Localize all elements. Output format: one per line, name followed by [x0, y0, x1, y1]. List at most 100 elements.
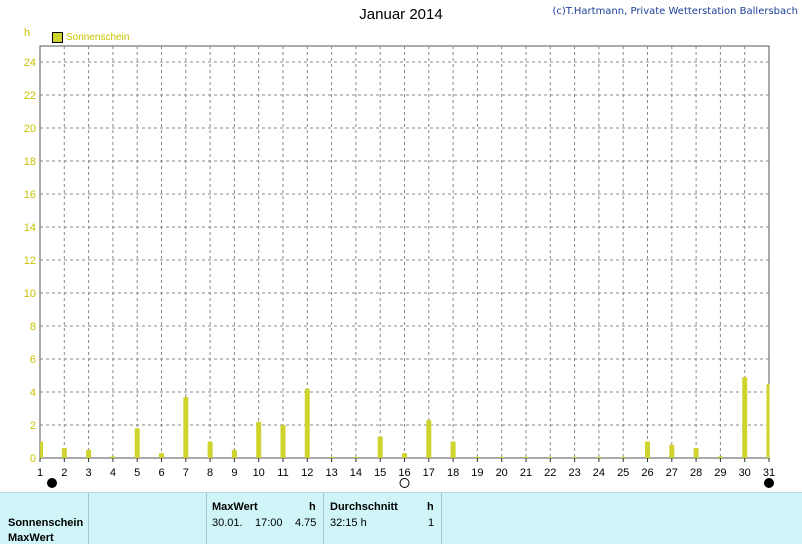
sunshine-bar: [86, 449, 92, 458]
row-label-maxwert: MaxWert: [8, 532, 54, 544]
sunshine-bar: [207, 441, 213, 458]
sunshine-bar: [450, 441, 456, 458]
x-tick-label: 24: [593, 467, 605, 479]
row-label-sunshine: Sonnenschein: [8, 517, 84, 529]
sunshine-bar: [159, 453, 164, 458]
x-tick-label: 12: [301, 467, 313, 479]
x-tick-label: 16: [398, 467, 410, 479]
sunshine-bar: [742, 377, 748, 458]
x-tick-label: 19: [471, 467, 483, 479]
sunshine-bar: [426, 420, 432, 458]
sunshine-bar: [402, 453, 407, 458]
sunshine-bar: [523, 457, 529, 458]
sunshine-bar: [620, 457, 626, 458]
avg-header: Durchschnitt: [330, 501, 398, 513]
legend: Sonnenschein: [52, 32, 129, 43]
max-header: MaxWert: [212, 501, 258, 513]
avg-value: 32:15 h: [330, 517, 367, 529]
max-date: 30.01.: [212, 517, 243, 529]
panel-divider: [206, 493, 207, 544]
sunshine-bar: [547, 457, 553, 458]
sunshine-bar: [61, 448, 67, 458]
x-tick-label: 29: [714, 467, 726, 479]
y-tick-label: 6: [30, 354, 36, 366]
x-tick-label: 23: [568, 467, 580, 479]
x-tick-label: 10: [253, 467, 265, 479]
sunshine-bar: [645, 441, 650, 458]
x-tick-label: 26: [641, 467, 653, 479]
sunshine-bar: [766, 383, 770, 458]
x-tick-label: 4: [110, 467, 116, 479]
x-tick-label: 18: [447, 467, 459, 479]
y-tick-label: 24: [24, 57, 36, 69]
sunshine-bar: [256, 421, 262, 458]
x-tick-label: 13: [325, 467, 337, 479]
y-tick-label: 22: [24, 90, 36, 102]
x-tick-label: 15: [374, 467, 386, 479]
sunshine-bar: [353, 457, 359, 458]
max-unit: h: [309, 501, 316, 513]
sunshine-bar: [572, 457, 578, 458]
sunshine-bar: [231, 449, 237, 458]
x-tick-label: 8: [207, 467, 213, 479]
x-tick-label: 2: [61, 467, 67, 479]
sunshine-bar: [474, 457, 480, 458]
panel-divider: [323, 493, 324, 544]
panel-divider: [441, 493, 442, 544]
sunshine-bar: [693, 448, 699, 458]
x-tick-label: 1: [37, 467, 43, 479]
y-axis-unit: h: [24, 27, 31, 39]
x-tick-label: 22: [544, 467, 556, 479]
full-moon-icon: [399, 478, 410, 488]
avg-count: 1: [428, 517, 435, 529]
sunshine-bar: [304, 388, 310, 458]
y-tick-label: 14: [24, 222, 36, 234]
x-tick-label: 14: [350, 467, 362, 479]
x-tick-label: 30: [739, 467, 751, 479]
new-moon-icon: [764, 478, 774, 488]
x-tick-label: 11: [277, 467, 288, 479]
legend-swatch: [52, 32, 63, 43]
y-tick-label: 8: [30, 321, 36, 333]
x-tick-label: 7: [183, 467, 189, 479]
summary-panel: Sonnenschein MaxWert MaxWert h 30.01. 17…: [0, 492, 802, 544]
x-tick-label: 6: [158, 467, 164, 479]
x-tick-label: 5: [134, 467, 140, 479]
new-moon-icon: [47, 478, 57, 488]
chart-title: Januar 2014: [359, 6, 443, 23]
sunshine-bar: [183, 396, 189, 458]
x-tick-label: 28: [690, 467, 702, 479]
sunshine-bar: [717, 456, 723, 458]
x-tick-label: 27: [666, 467, 678, 479]
x-tick-label: 3: [86, 467, 92, 479]
y-tick-label: 16: [24, 189, 36, 201]
sunshine-bar: [377, 436, 383, 458]
y-tick-label: 10: [24, 288, 36, 300]
sunshine-bar: [40, 441, 43, 458]
x-tick-label: 17: [423, 467, 435, 479]
y-tick-label: 12: [24, 255, 36, 267]
y-tick-label: 20: [24, 123, 36, 135]
sunshine-bar: [280, 425, 286, 458]
x-tick-label: 20: [496, 467, 508, 479]
sunshine-bar: [499, 457, 505, 458]
x-tick-label: 9: [231, 467, 237, 479]
sunshine-bar: [669, 444, 675, 458]
y-tick-label: 4: [30, 387, 36, 399]
max-time: 17:00: [255, 517, 283, 529]
sunshine-bar: [329, 457, 335, 458]
y-tick-label: 0: [30, 453, 36, 465]
sunshine-bar: [110, 456, 116, 458]
avg-unit: h: [427, 501, 434, 513]
sunshine-bar: [134, 428, 140, 458]
max-value: 4.75: [295, 517, 317, 529]
panel-divider: [88, 493, 89, 544]
x-tick-label: 31: [763, 467, 775, 479]
legend-label: Sonnenschein: [66, 32, 130, 43]
x-tick-label: 25: [617, 467, 629, 479]
sunshine-bar: [596, 457, 602, 458]
x-tick-label: 21: [520, 467, 532, 479]
y-tick-label: 18: [24, 156, 36, 168]
y-tick-label: 2: [30, 420, 36, 432]
